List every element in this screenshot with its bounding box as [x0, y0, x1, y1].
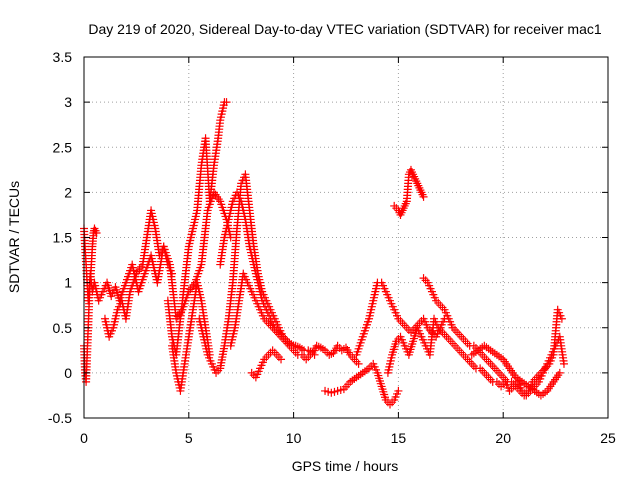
x-tick-label: 20: [495, 430, 511, 446]
ticks: [83, 56, 609, 419]
y-axis-title: SDTVAR / TECUs: [6, 181, 22, 293]
x-tick-label: 25: [600, 430, 616, 446]
y-tick-label: 2.5: [53, 139, 73, 155]
data-point: [419, 192, 428, 201]
data-point: [222, 98, 231, 107]
chart-title: Day 219 of 2020, Sidereal Day-to-day VTE…: [88, 21, 601, 37]
data-point: [394, 386, 403, 395]
data-point: [277, 355, 286, 364]
y-tick-label: 3.5: [53, 49, 73, 65]
x-tick-label: 15: [391, 430, 407, 446]
plot-frame: [83, 56, 609, 419]
data-point: [354, 359, 363, 368]
x-tick-label: 10: [286, 430, 302, 446]
data-point: [557, 314, 566, 323]
data-point: [92, 228, 101, 237]
y-tick-label: 0.5: [53, 320, 73, 336]
data-marks: [80, 98, 568, 409]
tick-labels: 0 5 10 15 20 25 -0.5 0 0.5 1 1.5 2 2.5 3 3.5: [48, 49, 616, 446]
y-tick-label: 0: [64, 365, 72, 381]
y-tick-label: 1: [64, 275, 72, 291]
y-tick-label: 3: [64, 94, 72, 110]
y-tick-label: 1.5: [53, 230, 73, 246]
data-point: [555, 368, 564, 377]
x-tick-label: 5: [185, 430, 193, 446]
x-tick-label: 0: [80, 430, 88, 446]
data-point: [559, 359, 568, 368]
y-tick-label: -0.5: [48, 410, 72, 426]
grid: [84, 57, 608, 418]
y-tick-label: 2: [64, 184, 72, 200]
data-point: [168, 269, 177, 278]
x-axis-title: GPS time / hours: [292, 458, 399, 474]
data-point: [310, 350, 319, 359]
